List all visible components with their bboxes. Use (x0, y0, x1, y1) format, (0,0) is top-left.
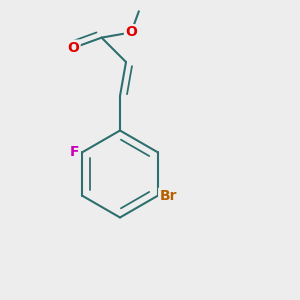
Text: Br: Br (159, 189, 177, 203)
Text: O: O (68, 41, 79, 55)
Text: F: F (70, 145, 80, 159)
Text: O: O (125, 26, 137, 39)
